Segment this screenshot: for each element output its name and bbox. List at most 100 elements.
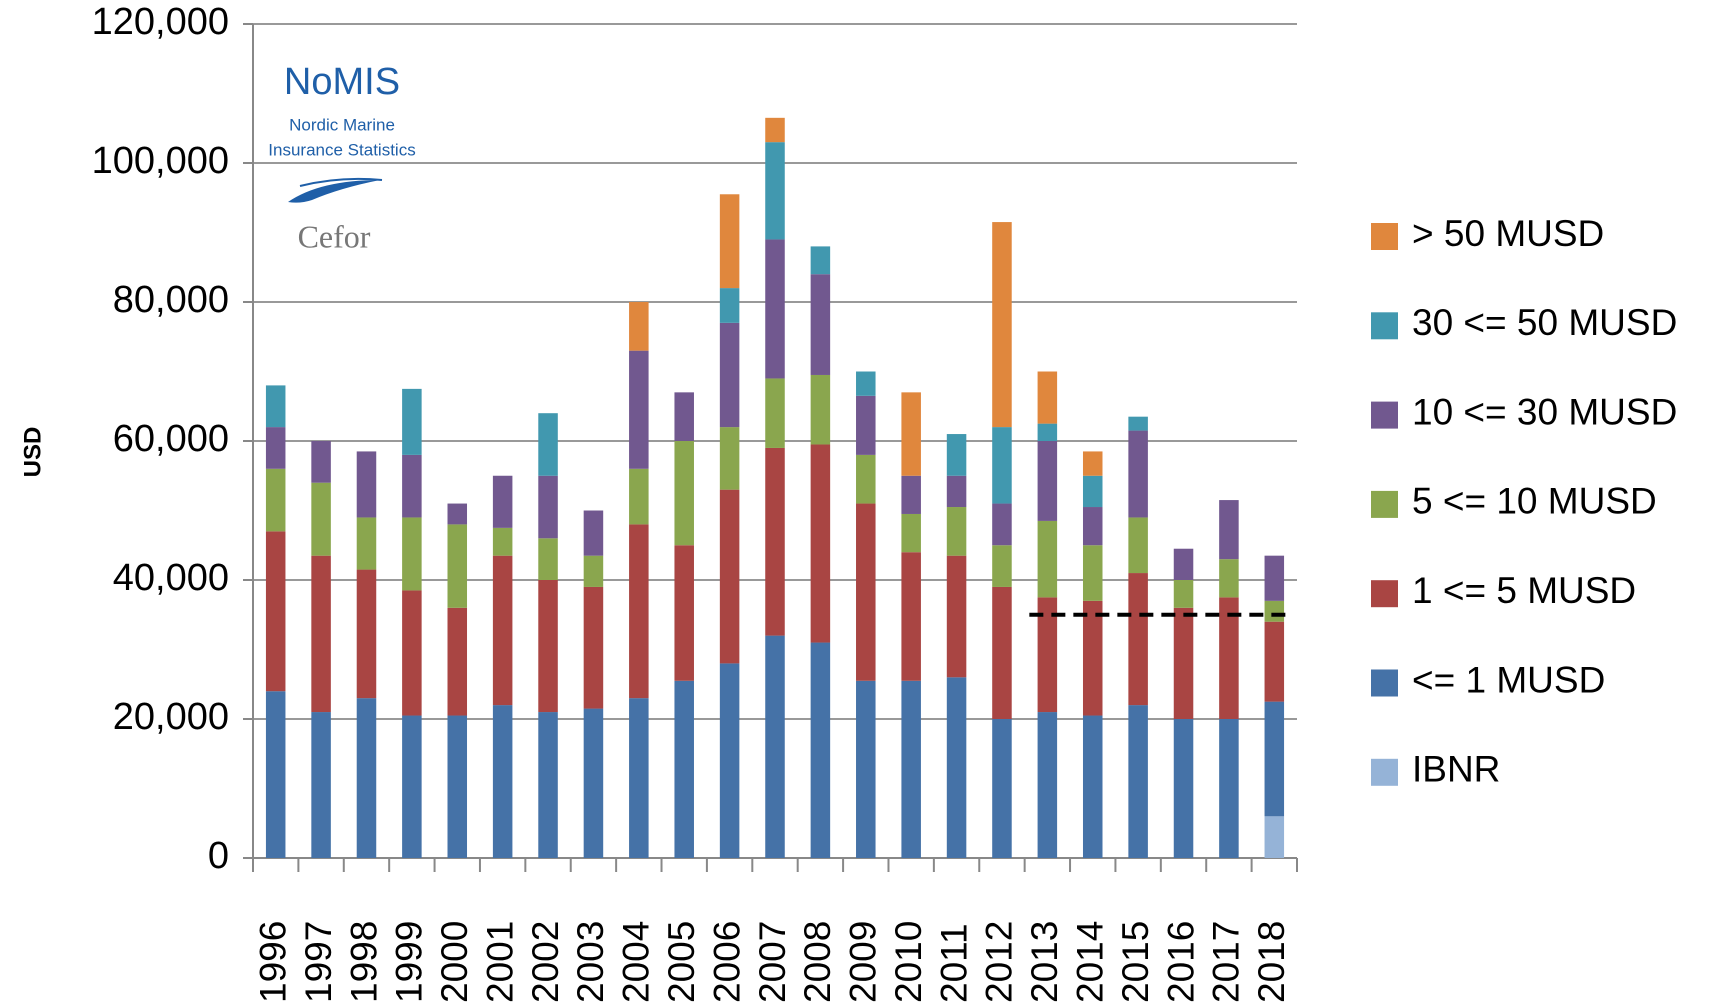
x-tick-label: 2005 (661, 921, 702, 1003)
bar-segment (765, 117, 785, 143)
bar-segment (1082, 451, 1103, 476)
y-tick-label: 100,000 (92, 140, 229, 182)
bar-segment (311, 441, 331, 483)
x-tick-label: 2001 (479, 921, 520, 1003)
bar-segment (901, 475, 921, 514)
bar-segment (946, 555, 967, 678)
bar-segment (946, 507, 967, 556)
bar-segment (810, 274, 831, 375)
bar-segment (356, 451, 377, 518)
x-tick-label: 1996 (252, 921, 293, 1003)
bar-segment (674, 441, 694, 546)
bar-segment (901, 392, 921, 476)
bar-segment (356, 517, 377, 570)
bar-segment (856, 503, 876, 681)
y-tick-label: 20,000 (113, 696, 229, 738)
bar-segment (856, 371, 876, 396)
x-tick-label: 1998 (343, 921, 384, 1003)
bar-segment (992, 222, 1012, 428)
bar-segment (492, 555, 513, 706)
bar-segment (538, 580, 558, 713)
bar-segment (447, 503, 468, 525)
bar-segment (583, 586, 604, 709)
logo-brand: Cefor (298, 218, 371, 254)
bar-segment (1037, 597, 1058, 713)
legend-label: 10 <= 30 MUSD (1412, 391, 1677, 432)
bar-segment (946, 677, 967, 858)
bar-segment (1128, 705, 1148, 858)
bar-segment (538, 712, 558, 858)
x-tick-label: 2004 (616, 921, 657, 1003)
legend-swatch (1371, 580, 1398, 608)
bar-segment (447, 607, 468, 716)
bar-segment (765, 239, 785, 379)
bar-segment (1128, 573, 1148, 706)
bar-segment (356, 569, 377, 699)
bar-segment (629, 302, 649, 351)
bar-segment (674, 392, 694, 441)
bar-segment (1037, 371, 1058, 424)
bar-segment (1173, 548, 1194, 580)
x-tick-label: 2003 (570, 921, 611, 1003)
x-tick-label: 2017 (1206, 921, 1247, 1003)
x-tick-label: 2016 (1160, 921, 1201, 1003)
bar-segment (356, 698, 377, 858)
x-tick-label: 2006 (706, 921, 747, 1003)
y-tick-label: 80,000 (113, 279, 229, 321)
bar-segment (1219, 559, 1239, 598)
bar-segment (992, 503, 1012, 546)
bar-segment (492, 527, 513, 556)
x-tick-label: 2007 (752, 921, 793, 1003)
legend-label: IBNR (1412, 749, 1500, 790)
bar-segment (1082, 715, 1103, 858)
logo-line: Nordic Marine (289, 115, 395, 134)
y-tick-label: 0 (208, 835, 229, 877)
bar-segment (1264, 621, 1285, 702)
bar-segment (719, 322, 740, 428)
bar-segment (583, 510, 604, 556)
bar-segment (765, 142, 785, 240)
legend-swatch (1371, 401, 1398, 429)
bar-segment (629, 468, 649, 525)
bar-segment (1128, 517, 1148, 574)
bar-segment (810, 642, 831, 858)
legend-label: 30 <= 50 MUSD (1412, 302, 1677, 343)
bar-segment (1128, 430, 1148, 518)
bar-segment (992, 586, 1012, 719)
x-tick-label: 2009 (843, 921, 884, 1003)
bar-segment (1037, 441, 1058, 521)
bar-segment (1173, 719, 1194, 858)
logo-line: Insurance Statistics (268, 140, 415, 159)
bar-segment (719, 663, 740, 858)
x-tick-label: 2015 (1115, 921, 1156, 1003)
bar-segment (447, 715, 468, 858)
bar-segment (1264, 600, 1285, 622)
bar-segment (1037, 520, 1058, 598)
bar-segment (674, 680, 694, 858)
bar-segment (1128, 416, 1148, 431)
bar-segment (901, 552, 921, 681)
bar-segment (719, 427, 740, 490)
legend-label: 1 <= 5 MUSD (1412, 570, 1636, 611)
legend-swatch (1371, 223, 1398, 250)
legend-label: <= 1 MUSD (1412, 659, 1605, 700)
legend-swatch (1371, 312, 1398, 340)
bar-segment (1082, 600, 1103, 716)
bar-segment (765, 635, 785, 858)
bar-segment (946, 475, 967, 508)
bar-segment (1173, 580, 1194, 608)
x-tick-label: 2012 (979, 921, 1020, 1003)
x-tick-label: 2000 (434, 921, 475, 1003)
bar-segment (1037, 712, 1058, 858)
bar-segment (946, 434, 967, 476)
bar-segment (719, 288, 740, 323)
x-tick-label: 2013 (1024, 921, 1065, 1003)
bar-segment (402, 454, 422, 518)
bar-segment (1264, 701, 1285, 817)
bar-segment (856, 680, 876, 858)
x-tick-label: 1999 (389, 921, 430, 1003)
logo-title: NoMIS (284, 61, 400, 103)
bar-segment (992, 719, 1012, 858)
bar-segment (447, 524, 468, 608)
